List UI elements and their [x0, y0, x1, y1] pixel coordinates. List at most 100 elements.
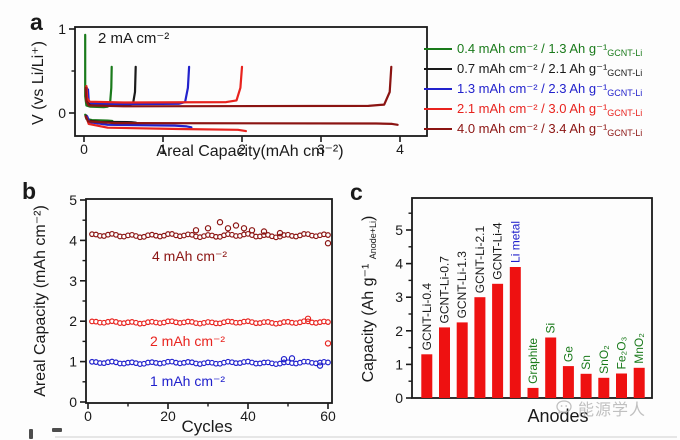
capacity-bar — [545, 337, 557, 398]
legend-entry-text: 4.0 mAh cm⁻² / 3.4 Ah g⁻¹GCNT-Li — [457, 120, 643, 138]
panel-c-x-axis-label: Anodes — [527, 406, 589, 426]
capacity-outlier-marker — [276, 229, 284, 237]
capacity-outlier-marker — [248, 227, 256, 234]
capacity-outlier-marker — [280, 355, 288, 363]
legend-entry-subscript: GCNT-Li — [607, 87, 643, 98]
panel-b-label: b — [22, 178, 37, 204]
panel-c-y-axis-label: Capacity (Ah g⁻¹ Anode+Li) — [358, 184, 378, 414]
voltage-curve — [85, 116, 247, 133]
legend-row: 0.7 mAh cm⁻² / 2.1 Ah g⁻¹GCNT-Li — [424, 59, 642, 79]
legend-entry-subscript: GCNT-Li — [607, 67, 643, 78]
capacity-bar — [474, 297, 486, 398]
panel-a-y-tick-label: 1 — [58, 21, 66, 37]
legend-entry-text: 0.4 mAh cm⁻² / 1.3 Ah g⁻¹GCNT-Li — [457, 40, 643, 58]
panel-a-x-tick-label: 3 — [317, 141, 325, 157]
panel-b-x-tick-label: 20 — [160, 408, 176, 424]
legend-row: 2.1 mAh cm⁻² / 3.0 Ah g⁻¹GCNT-Li — [424, 99, 642, 119]
anode-bar-label: Fe₂O₃ — [614, 336, 628, 369]
legend-line-swatch — [424, 47, 452, 51]
anode-bar-label: GCNT-Li-2.1 — [473, 226, 487, 294]
voltage-curve — [84, 115, 399, 126]
plot-frame — [74, 26, 428, 137]
panel-b-y-axis-label: Areal Capacity (mAh cm⁻²) — [32, 205, 49, 397]
panel-a-legend: 0.4 mAh cm⁻² / 1.3 Ah g⁻¹GCNT-Li 0.7 mAh … — [424, 39, 642, 139]
capacity-marker — [325, 232, 331, 238]
legend-line-swatch — [424, 67, 452, 71]
panel-b-x-tick-label: 40 — [240, 408, 256, 424]
legend-entry-subscript: GCNT-Li — [607, 127, 643, 138]
anode-bar-label: Ge — [561, 346, 575, 362]
watermark-text: 能源学人 — [578, 402, 647, 419]
capacity-outlier-marker — [324, 340, 332, 347]
panel-c-y-label-close: ) — [360, 215, 377, 221]
panel-b-y-tick-label: 1 — [69, 354, 77, 370]
capacity-outlier-marker — [232, 222, 240, 229]
panel-b-x-tick-label: 0 — [84, 408, 92, 424]
panel-a-x-tick-label: 1 — [159, 141, 167, 157]
capacity-outlier-marker — [316, 362, 324, 369]
voltage-curve — [85, 65, 244, 104]
capacity-outlier-marker — [192, 227, 200, 234]
capacity-bar — [562, 366, 574, 398]
panel-a-y-tick-label: 0 — [58, 105, 66, 121]
watermark: 能源学人 — [556, 396, 646, 420]
anode-bar-label: Graphite — [526, 338, 540, 384]
panel-c-y-tick-label: 5 — [395, 222, 403, 238]
panel-c-y-tick-label: 2 — [395, 323, 403, 339]
panel-c-y-label-subscript: Anode+Li — [368, 220, 378, 260]
panel-b-series-label: 4 mAh cm⁻² — [152, 247, 228, 264]
legend-row: 1.3 mAh cm⁻² / 2.3 Ah g⁻¹GCNT-Li — [424, 79, 642, 99]
cropped-content-mark — [29, 429, 33, 439]
capacity-marker — [325, 359, 331, 366]
panel-a-x-tick-label: 2 — [238, 141, 246, 157]
capacity-bar — [633, 367, 645, 398]
capacity-bar — [492, 283, 504, 398]
legend-entry-subscript: GCNT-Li — [607, 107, 643, 118]
legend-row: 4.0 mAh cm⁻² / 3.4 Ah g⁻¹GCNT-Li — [424, 119, 642, 139]
voltage-curve — [84, 65, 393, 108]
panel-c-y-label-main: Capacity (Ah g⁻¹ — [360, 259, 377, 383]
legend-entry-text: 2.1 mAh cm⁻² / 3.0 Ah g⁻¹GCNT-Li — [457, 100, 643, 118]
panel-a-y-axis-label: V (vs Li/Li⁺) — [30, 41, 47, 126]
panel-b-x-tick-label: 60 — [320, 408, 336, 424]
legend-line-swatch — [424, 107, 452, 111]
capacity-marker — [325, 319, 331, 325]
panel-b-y-tick-label: 3 — [69, 273, 77, 289]
anode-bar-label: GCNT-Li-0.4 — [420, 283, 434, 351]
panel-a-x-axis-label: Areal Capacity(mAh cm⁻²) — [156, 143, 344, 160]
anode-bar-label: Sn — [579, 355, 593, 370]
capacity-outlier-marker — [260, 228, 268, 235]
capacity-bar — [509, 267, 521, 398]
panel-b-x-axis-label: Cycles — [181, 417, 233, 436]
panel-b-y-tick-label: 4 — [69, 232, 77, 248]
panel-b-series-label: 1 mAh cm⁻² — [150, 372, 226, 389]
panel-a-x-tick-label: 0 — [80, 141, 88, 157]
cropped-figure-edge — [55, 436, 677, 438]
capacity-bar — [616, 373, 627, 398]
panel-b-y-tick-label: 2 — [69, 313, 77, 329]
capacity-outlier-marker — [324, 240, 332, 247]
capacity-bar — [439, 327, 450, 398]
voltage-curve — [86, 65, 191, 106]
legend-line-swatch — [424, 127, 452, 131]
panel-b-series-label: 2 mAh cm⁻² — [150, 332, 226, 349]
legend-entry-subscript: GCNT-Li — [607, 47, 643, 58]
capacity-outlier-marker — [216, 219, 224, 226]
anode-bar-label: SnO₂ — [597, 345, 611, 374]
cropped-content-mark — [52, 428, 62, 432]
legend-entry-text: 1.3 mAh cm⁻² / 2.3 Ah g⁻¹GCNT-Li — [457, 80, 643, 98]
anode-bar-label: Li metal — [508, 221, 522, 263]
panel-a-current-annotation: 2 mA cm⁻² — [98, 30, 170, 47]
panel-b-y-tick-label: 0 — [69, 394, 77, 410]
panel-c-y-tick-label: 1 — [395, 356, 403, 372]
capacity-outlier-marker — [288, 355, 296, 362]
panel-a-label: a — [30, 9, 43, 35]
anode-bar-label: GCNT-Li-0.7 — [438, 256, 452, 324]
legend-line-swatch — [424, 87, 452, 91]
panel-a-x-tick-label: 4 — [396, 141, 404, 157]
anode-bar-label: Si — [544, 323, 558, 334]
panel-c-y-tick-label: 3 — [395, 289, 403, 305]
legend-entry-text: 0.7 mAh cm⁻² / 2.1 Ah g⁻¹GCNT-Li — [457, 60, 643, 78]
